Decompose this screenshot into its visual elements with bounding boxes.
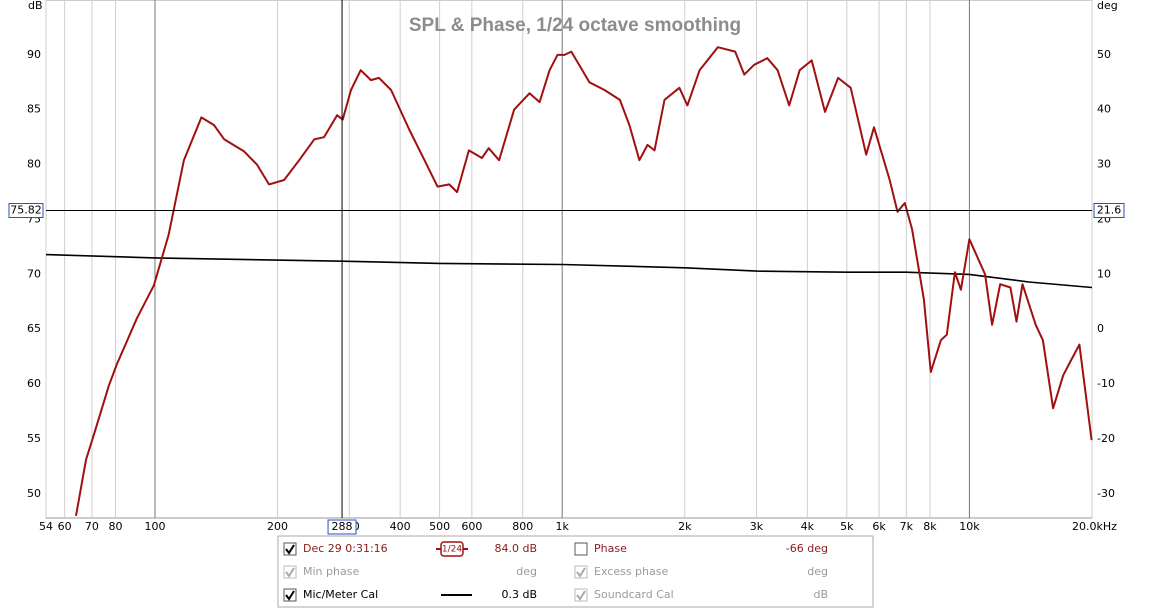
y-tick-label: 65 bbox=[27, 322, 41, 335]
x-tick-label: 54 bbox=[39, 520, 53, 533]
y2-tick-label: 30 bbox=[1097, 158, 1111, 171]
x-tick-label: 800 bbox=[512, 520, 533, 533]
series-line bbox=[75, 46, 1093, 516]
series-line bbox=[45, 253, 1093, 289]
legend-checkbox-tick bbox=[576, 567, 586, 578]
legend-checkbox-tick bbox=[576, 590, 586, 601]
cursor-y2-label: 21.6 bbox=[1097, 203, 1122, 216]
cursor-y2-label-box bbox=[1093, 202, 1125, 218]
y2-axis-label: deg bbox=[1097, 0, 1118, 12]
legend-name: Phase bbox=[594, 542, 627, 555]
x-tick-label: 600 bbox=[461, 520, 482, 533]
legend-value: 84.0 dB bbox=[494, 542, 537, 555]
legend-smoothing-box bbox=[440, 541, 464, 557]
x-tick-label: 8k bbox=[923, 520, 937, 533]
x-tick-label: 5k bbox=[840, 520, 854, 533]
legend-value: dB bbox=[813, 588, 828, 601]
legend-value: 0.3 dB bbox=[501, 588, 537, 601]
x-tick-label: 200 bbox=[267, 520, 288, 533]
y-tick-label: 50 bbox=[27, 487, 41, 500]
legend-name: Excess phase bbox=[594, 565, 668, 578]
y2-tick-label: 0 bbox=[1097, 322, 1104, 335]
legend-smoothing: 1/24 bbox=[442, 545, 462, 555]
legend-checkbox-tick bbox=[285, 544, 295, 555]
y-tick-label: 80 bbox=[27, 158, 41, 171]
x-tick-label: 100 bbox=[144, 520, 165, 533]
legend-name: Mic/Meter Cal bbox=[303, 588, 378, 601]
cursor-x-label-box bbox=[327, 519, 357, 535]
y-axis-label: dB bbox=[28, 0, 43, 12]
legend-name: Soundcard Cal bbox=[594, 588, 674, 601]
x-tick-label: 7k bbox=[900, 520, 914, 533]
x-tick-label: 80 bbox=[109, 520, 123, 533]
y-tick-label: 90 bbox=[27, 48, 41, 61]
legend-checkbox[interactable] bbox=[574, 542, 588, 556]
cursor-y-label-box bbox=[8, 202, 44, 218]
legend-name: Min phase bbox=[303, 565, 359, 578]
cursor-y-label: 75.82 bbox=[10, 203, 42, 216]
legend-checkbox-tick bbox=[285, 567, 295, 578]
legend-value: deg bbox=[516, 565, 537, 578]
y2-tick-label: -10 bbox=[1097, 377, 1115, 390]
x-tick-label: 1k bbox=[556, 520, 570, 533]
x-tick-label: 10k bbox=[959, 520, 980, 533]
x-tick-label: 2k bbox=[678, 520, 692, 533]
y2-tick-label: -20 bbox=[1097, 432, 1115, 445]
y-tick-label: 55 bbox=[27, 432, 41, 445]
y2-tick-label: -30 bbox=[1097, 487, 1115, 500]
x-tick-label: 400 bbox=[390, 520, 411, 533]
legend-name: Dec 29 0:31:16 bbox=[303, 542, 388, 555]
y2-tick-label: 10 bbox=[1097, 267, 1111, 280]
y-tick-label: 85 bbox=[27, 103, 41, 116]
x-tick-label: 60 bbox=[58, 520, 72, 533]
y2-tick-label: 50 bbox=[1097, 48, 1111, 61]
chart-title: SPL & Phase, 1/24 octave smoothing bbox=[409, 15, 741, 36]
x-tick-label: 70 bbox=[85, 520, 99, 533]
x-tick-label: 6k bbox=[872, 520, 886, 533]
cursor-x-label: 288 bbox=[332, 520, 353, 533]
x-tick-label: 20.0kHz bbox=[1072, 520, 1117, 533]
legend-value: -66 deg bbox=[786, 542, 828, 555]
x-tick-label: 4k bbox=[801, 520, 815, 533]
y-tick-label: 70 bbox=[27, 267, 41, 280]
legend-value: deg bbox=[807, 565, 828, 578]
y2-tick-label: 40 bbox=[1097, 103, 1111, 116]
x-tick-label: 500 bbox=[429, 520, 450, 533]
legend-checkbox-tick bbox=[285, 590, 295, 601]
y-tick-label: 60 bbox=[27, 377, 41, 390]
x-tick-label: 3k bbox=[750, 520, 764, 533]
